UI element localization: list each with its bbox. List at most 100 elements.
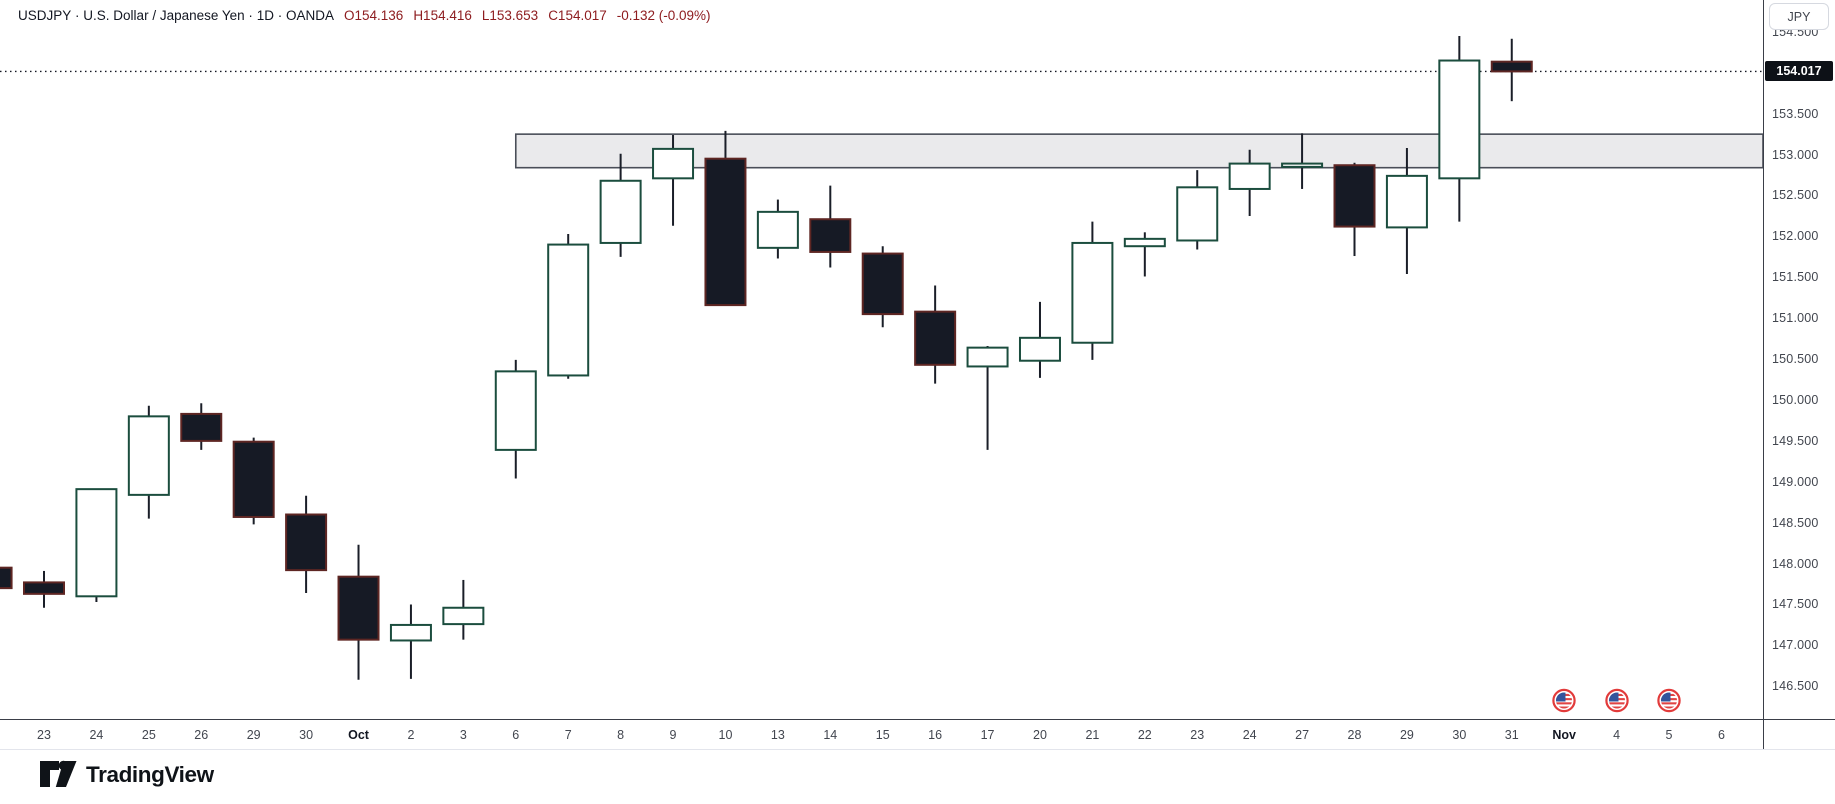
time-axis-label: Nov: [1552, 727, 1576, 742]
candle-oct-13[interactable]: [756, 199, 799, 259]
price-axis[interactable]: 146.500 147.000 147.500 148.000 148.500 149.0…: [1763, 0, 1835, 719]
candle-body-up: [1281, 162, 1324, 168]
economic-event-flag-icon[interactable]: [1657, 688, 1681, 718]
price-axis-label: 148.500: [1772, 515, 1819, 530]
candle-body-up: [756, 210, 799, 249]
candle-oct-10[interactable]: [704, 130, 747, 307]
time-axis[interactable]: 23 24 25 26 29 30 Oct 2 3 6 7 8 9 10 13 14 15 16 17 20 21 22 2…: [0, 719, 1835, 750]
candle-oct-3[interactable]: [442, 579, 485, 640]
time-axis-label: 27: [1295, 727, 1310, 742]
candle-body-down: [23, 581, 65, 595]
price-axis-label: 148.000: [1772, 556, 1819, 571]
candle-body-up: [389, 623, 432, 642]
time-axis-label: 14: [823, 727, 838, 742]
time-axis-label: 26: [194, 727, 209, 742]
candle-oct-21[interactable]: [1071, 221, 1114, 360]
chart-pane[interactable]: [0, 0, 1763, 719]
candle-body-up: [547, 243, 590, 377]
price-axis-label: 153.000: [1772, 147, 1819, 162]
currency-toggle-button[interactable]: JPY: [1769, 3, 1829, 30]
time-axis-label: 17: [980, 727, 995, 742]
time-axis-label: 24: [89, 727, 104, 742]
time-axis-label: 24: [1242, 727, 1257, 742]
price-axis-label: 152.000: [1772, 229, 1819, 244]
candle-sep-23[interactable]: [23, 570, 65, 608]
candle-oct-15[interactable]: [861, 246, 904, 328]
price-axis-label: 147.500: [1772, 597, 1819, 612]
candle-body-up: [75, 488, 118, 598]
candle-body-down: [861, 252, 904, 316]
economic-event-flag-icon[interactable]: [1552, 688, 1576, 718]
time-axis-label: 29: [1399, 727, 1414, 742]
candle-oct-23[interactable]: [1176, 170, 1219, 250]
supply-zone-rectangle[interactable]: [514, 133, 1763, 169]
candle-oct-2[interactable]: [389, 604, 432, 679]
tradingview-logo-icon: [40, 760, 77, 787]
candle-body-down: [180, 412, 223, 442]
time-axis-label: 5: [1665, 727, 1673, 742]
candle-body-down: [914, 310, 957, 366]
candle-oct-16[interactable]: [914, 285, 957, 384]
time-axis-label: 13: [770, 727, 785, 742]
economic-event-flag-icon[interactable]: [1604, 688, 1629, 718]
candle-oct-14[interactable]: [809, 185, 852, 268]
price-axis-label: 151.500: [1772, 270, 1819, 285]
candle-body-down: [704, 157, 747, 307]
candle-oct-27[interactable]: [1281, 133, 1324, 189]
candle-body-up: [1385, 174, 1428, 229]
candle-oct-28[interactable]: [1333, 162, 1376, 257]
candle-body-up: [1438, 59, 1481, 180]
candle-partial-left-edge[interactable]: [0, 566, 13, 590]
time-axis-label: 30: [299, 727, 314, 742]
symbol-legend[interactable]: USDJPY · U.S. Dollar / Japanese Yen · 1D…: [18, 6, 711, 24]
candle-body-down: [337, 575, 380, 641]
close-value: C154.017: [548, 7, 607, 23]
axis-corner-divider: [1763, 720, 1764, 749]
candle-sep-24[interactable]: [75, 488, 118, 603]
candle-sep-26[interactable]: [180, 403, 223, 450]
tradingview-logo-text: TradingView: [86, 762, 214, 787]
candle-body-up: [652, 147, 695, 180]
candle-oct-17[interactable]: [966, 346, 1009, 450]
time-axis-label: 16: [928, 727, 943, 742]
candle-oct-22[interactable]: [1123, 232, 1166, 277]
candle-body-up: [1123, 237, 1166, 248]
candle-oct-31[interactable]: [1490, 38, 1533, 102]
candle-body-down: [809, 218, 852, 253]
candle-body-up: [494, 370, 537, 451]
candle-body-up: [1018, 336, 1061, 362]
candle-sep-29[interactable]: [232, 437, 275, 525]
time-axis-label: Oct: [348, 727, 369, 742]
candle-body-up: [1071, 241, 1114, 344]
candle-sep-30[interactable]: [285, 495, 328, 594]
exchange-value: OANDA: [285, 7, 334, 23]
open-value: O154.136: [344, 7, 404, 23]
candle-oct-30[interactable]: [1438, 35, 1481, 222]
candle-oct-8[interactable]: [599, 153, 642, 257]
time-axis-label: 28: [1347, 727, 1362, 742]
candle-oct-6[interactable]: [494, 359, 537, 479]
price-axis-label: 150.000: [1772, 392, 1819, 407]
candle-oct-29[interactable]: [1385, 148, 1428, 275]
time-axis-label: 23: [37, 727, 51, 742]
price-axis-label: 153.500: [1772, 106, 1819, 121]
candle-oct-20[interactable]: [1018, 301, 1061, 378]
candle-body-up: [599, 179, 642, 244]
price-axis-label: 151.000: [1772, 311, 1819, 326]
candle-oct-9[interactable]: [652, 134, 695, 226]
candle-body-down: [0, 566, 13, 590]
candle-sep-25[interactable]: [127, 405, 170, 519]
time-axis-label: 31: [1504, 727, 1519, 742]
tradingview-logo[interactable]: TradingView: [40, 760, 214, 790]
candlestick-chart[interactable]: [0, 0, 1763, 719]
time-axis-label: 4: [1613, 727, 1621, 742]
candle-oct-7[interactable]: [547, 233, 590, 379]
time-axis-label: 30: [1452, 727, 1467, 742]
time-axis-label: 6: [512, 727, 520, 742]
candle-oct-1[interactable]: [337, 544, 380, 680]
symbol-title[interactable]: USDJPY · U.S. Dollar / Japanese Yen · 1D…: [18, 7, 334, 23]
candle-oct-24[interactable]: [1228, 149, 1271, 216]
last-price-tag: 154.017: [1765, 61, 1833, 82]
price-axis-label: 147.000: [1772, 638, 1819, 653]
